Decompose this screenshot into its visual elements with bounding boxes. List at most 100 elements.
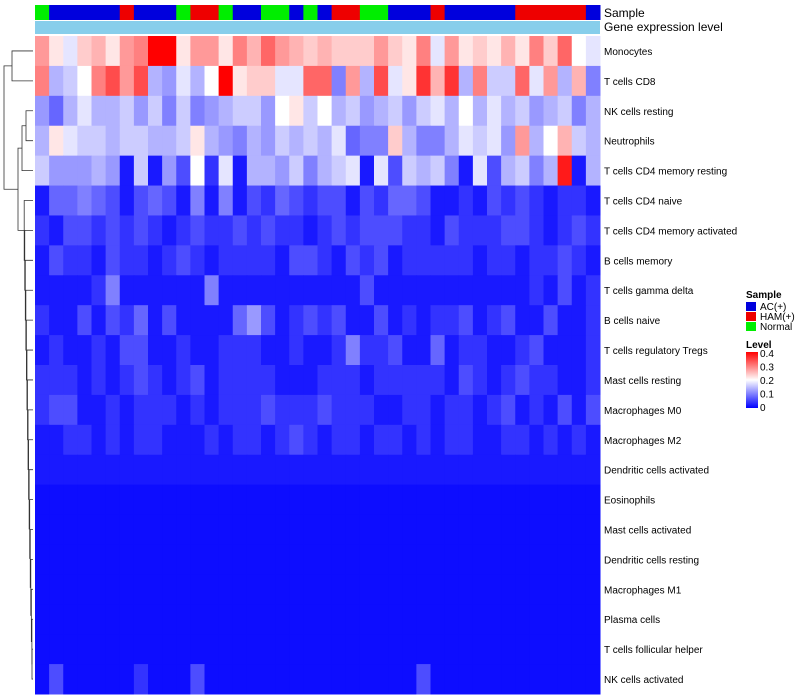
heatmap-cell [275, 664, 290, 695]
heatmap-cell [49, 275, 64, 306]
heatmap-cell [487, 275, 502, 306]
heatmap-cell [515, 365, 530, 396]
heatmap-cell [204, 245, 220, 276]
heatmap-cell [49, 514, 64, 545]
heatmap-cell [133, 454, 149, 486]
heatmap-cell [119, 424, 135, 456]
heatmap-cell [529, 604, 544, 635]
heatmap-cell [501, 125, 516, 157]
sample-annotation-cell [105, 5, 121, 20]
sample-annotation-cell [430, 5, 446, 20]
heatmap-cell [585, 305, 601, 336]
heatmap-cell [91, 65, 107, 97]
heatmap-cell [359, 424, 375, 456]
gene-expression-annotation-bar [35, 21, 600, 34]
heatmap-cell [529, 514, 544, 545]
heatmap-cell [345, 484, 361, 516]
heatmap-cell [501, 65, 516, 97]
heatmap-cell [289, 275, 304, 306]
heatmap-cell [176, 514, 191, 545]
heatmap-cell [458, 574, 474, 605]
legend-level-tick: 0.2 [760, 376, 774, 387]
heatmap-cell [133, 664, 149, 695]
heatmap-cell [218, 514, 234, 545]
heatmap-cell [246, 305, 262, 336]
heatmap-cell [331, 95, 347, 127]
heatmap-cell [190, 185, 205, 216]
heatmap-cell [91, 664, 107, 695]
heatmap-cell [303, 664, 318, 695]
heatmap-cell [543, 95, 559, 127]
heatmap-cell [430, 394, 446, 426]
heatmap-cell [119, 155, 135, 187]
row-dendrogram [3, 50, 33, 680]
heatmap-cell [515, 185, 530, 216]
heatmap-cell [444, 484, 460, 516]
heatmap-cell [444, 305, 460, 336]
heatmap-cell [359, 574, 375, 605]
heatmap-cell [331, 424, 347, 456]
heatmap-cell [119, 604, 135, 635]
heatmap-cell [458, 604, 474, 635]
heatmap-cell [487, 245, 502, 276]
heatmap-cell [317, 95, 333, 127]
heatmap-cell [35, 544, 50, 575]
sample-annotation-cell [289, 5, 304, 20]
heatmap-cell [204, 155, 220, 187]
heatmap-cell [162, 95, 177, 127]
heatmap-cell [388, 574, 403, 605]
row-label: Macrophages M2 [604, 436, 682, 447]
heatmap-cell [63, 484, 78, 516]
legend-sample-label: AC(+) [760, 302, 786, 313]
heatmap-cell [374, 664, 389, 695]
heatmap-cell [275, 544, 290, 575]
heatmap-cell [487, 454, 502, 486]
heatmap-cell [487, 634, 502, 665]
heatmap-cell [501, 305, 516, 336]
heatmap-cell [35, 125, 50, 157]
heatmap-cell [133, 95, 149, 127]
heatmap-cell [529, 155, 544, 187]
heatmap-cell [63, 604, 78, 635]
heatmap-cell [388, 394, 403, 426]
heatmap-cell [430, 36, 446, 67]
heatmap-cell [133, 125, 149, 157]
heatmap-cell [289, 185, 304, 216]
heatmap-cell [162, 335, 177, 366]
heatmap-cell [119, 454, 135, 486]
heatmap-cell [515, 544, 530, 575]
heatmap-cell [359, 245, 375, 276]
heatmap-cell [472, 664, 488, 695]
heatmap-cell [204, 335, 220, 366]
heatmap-cell [430, 604, 446, 635]
heatmap-cell [359, 305, 375, 336]
heatmap-cell [487, 484, 502, 516]
heatmap-cell [416, 36, 431, 67]
heatmap-cell [345, 634, 361, 665]
heatmap-cell [402, 514, 417, 545]
heatmap-cell [91, 484, 107, 516]
heatmap-cell [204, 95, 220, 127]
heatmap-cell [557, 394, 573, 426]
heatmap-cell [148, 65, 163, 97]
heatmap-cell [402, 95, 417, 127]
heatmap-cell [105, 634, 121, 665]
heatmap-cell [119, 664, 135, 695]
heatmap-cell [345, 36, 361, 67]
heatmap-cell [232, 95, 248, 127]
heatmap-cell [359, 394, 375, 426]
legend-level-tick: 0.4 [760, 349, 774, 360]
heatmap-cell [105, 305, 121, 336]
heatmap-cell [374, 305, 389, 336]
heatmap-cell [557, 365, 573, 396]
heatmap-cell [162, 544, 177, 575]
heatmap-cell [49, 365, 64, 396]
heatmap-cell [91, 36, 107, 67]
heatmap-cell [557, 245, 573, 276]
dendrogram-branch [21, 125, 33, 171]
heatmap-cell [49, 65, 64, 97]
sample-annotation-cell [317, 5, 333, 20]
heatmap-cell [289, 514, 304, 545]
heatmap-cell [162, 365, 177, 396]
heatmap-cell [63, 664, 78, 695]
